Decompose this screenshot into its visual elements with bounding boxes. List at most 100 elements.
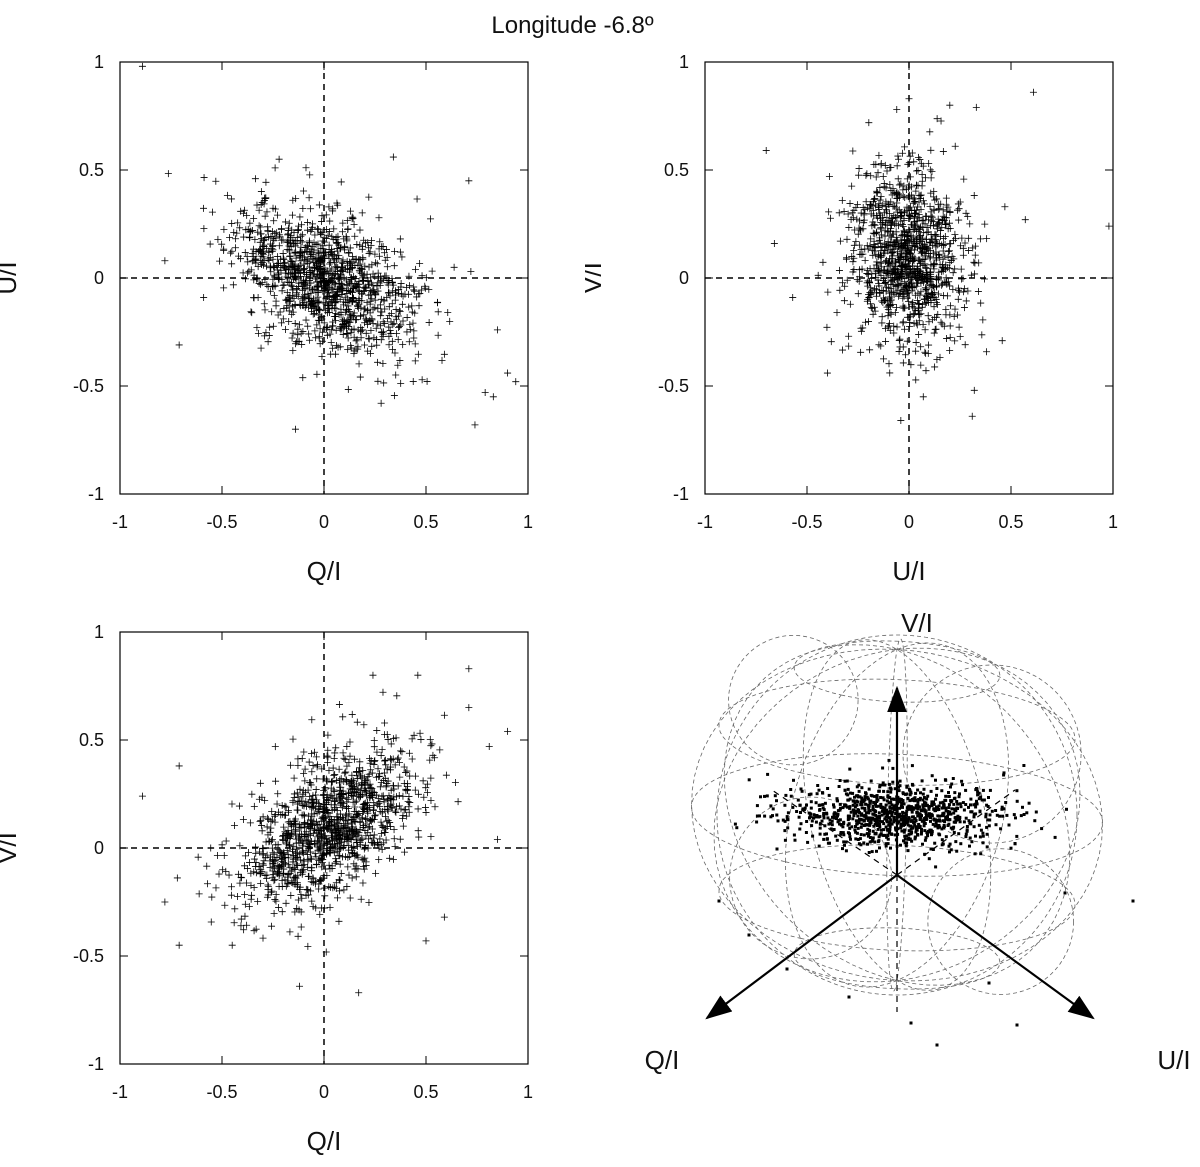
data-point xyxy=(940,838,944,842)
data-point xyxy=(898,797,902,801)
data-point xyxy=(373,748,381,756)
data-point xyxy=(353,718,361,726)
data-point xyxy=(1105,222,1113,230)
data-point xyxy=(395,307,403,315)
data-point xyxy=(877,231,885,239)
data-point xyxy=(795,810,799,813)
data-point xyxy=(243,921,251,929)
data-point xyxy=(804,831,808,834)
data-point xyxy=(941,800,945,804)
data-point xyxy=(866,346,874,354)
data-point xyxy=(905,820,909,824)
data-point xyxy=(849,147,857,155)
data-point xyxy=(288,226,296,234)
data-point xyxy=(877,225,885,233)
data-point xyxy=(735,826,739,830)
data-point xyxy=(881,280,889,288)
data-point xyxy=(384,735,392,743)
data-point xyxy=(955,323,963,331)
data-point xyxy=(411,287,419,295)
data-point xyxy=(304,259,312,267)
data-point xyxy=(944,247,952,255)
data-point xyxy=(942,826,945,830)
data-point xyxy=(932,802,936,806)
data-point xyxy=(785,967,789,971)
data-point xyxy=(964,816,968,820)
data-point xyxy=(926,247,934,255)
data-point xyxy=(901,193,909,201)
data-point xyxy=(309,803,317,811)
data-point xyxy=(161,257,169,265)
data-point xyxy=(961,801,965,805)
data-point xyxy=(1027,801,1031,805)
data-point xyxy=(898,812,902,816)
data-point xyxy=(933,841,937,845)
data-point xyxy=(977,823,981,827)
data-point xyxy=(282,811,290,819)
data-point xyxy=(904,844,908,848)
data-point xyxy=(312,791,320,799)
data-point xyxy=(284,270,292,278)
data-point xyxy=(894,292,902,300)
data-point xyxy=(853,828,857,832)
data-point xyxy=(959,244,967,252)
data-point xyxy=(981,220,989,228)
data-point xyxy=(941,232,949,240)
data-point xyxy=(1004,801,1008,804)
data-point xyxy=(299,296,307,304)
data-point xyxy=(504,369,512,377)
data-point xyxy=(408,735,416,743)
data-point xyxy=(313,809,321,817)
data-point xyxy=(884,803,888,807)
data-point xyxy=(885,241,893,249)
data-point xyxy=(408,755,416,763)
data-point xyxy=(884,825,888,829)
data-point xyxy=(823,824,827,828)
y-tick-label: 0 xyxy=(94,268,104,288)
data-point xyxy=(905,809,909,813)
data-point xyxy=(913,279,921,287)
data-point xyxy=(374,377,382,385)
data-point xyxy=(365,334,373,342)
data-point xyxy=(267,262,275,270)
data-point xyxy=(965,234,973,242)
data-point xyxy=(289,196,297,204)
data-point xyxy=(762,147,770,155)
data-point xyxy=(903,841,907,845)
data-point xyxy=(379,318,387,326)
data-point xyxy=(962,808,966,812)
data-point xyxy=(396,773,404,781)
data-point xyxy=(913,321,921,329)
data-point xyxy=(930,222,938,230)
data-point xyxy=(399,341,407,349)
data-point xyxy=(175,762,183,770)
data-point xyxy=(826,214,834,222)
data-point xyxy=(367,766,375,774)
data-point xyxy=(236,842,244,850)
data-point xyxy=(908,149,916,157)
data-point xyxy=(857,783,861,787)
data-point xyxy=(257,879,265,887)
data-point xyxy=(929,819,932,823)
data-point xyxy=(974,834,977,838)
data-point xyxy=(836,809,840,813)
data-point xyxy=(405,290,413,298)
data-point xyxy=(957,795,961,799)
data-point xyxy=(930,261,938,269)
data-point xyxy=(306,171,314,179)
data-point xyxy=(289,865,297,873)
data-point xyxy=(822,816,826,820)
data-point xyxy=(390,319,398,327)
data-point xyxy=(924,804,928,808)
data-point xyxy=(838,822,841,826)
data-point xyxy=(287,257,295,265)
data-point xyxy=(403,283,411,291)
data-point xyxy=(399,811,407,819)
data-point xyxy=(882,287,890,295)
data-point xyxy=(960,175,968,183)
data-point xyxy=(232,235,240,243)
data-point xyxy=(900,805,904,809)
data-point xyxy=(947,844,951,848)
data-point xyxy=(860,812,864,816)
data-point xyxy=(848,835,852,839)
